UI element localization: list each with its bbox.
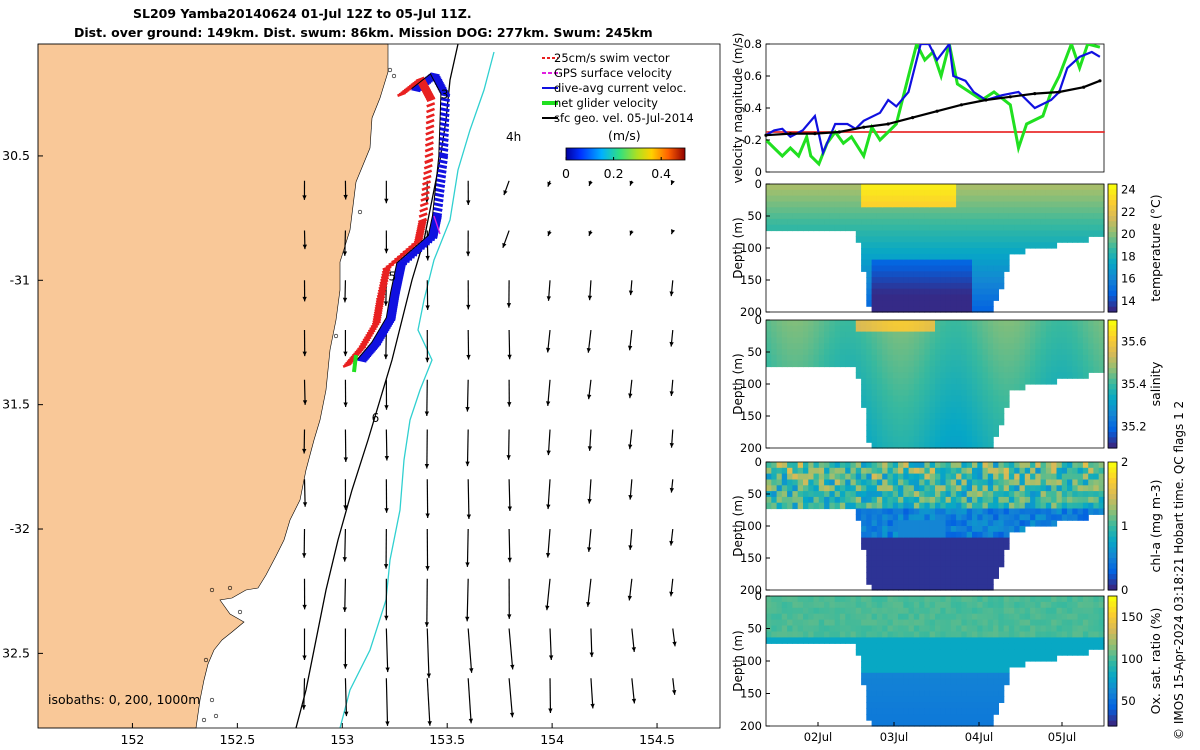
current-vec [441,104,450,106]
legend-entry-2: dive-avg current veloc. [554,81,687,95]
current-vec [439,143,448,145]
legend-entry-1: GPS surface velocity [554,66,672,80]
current-vec [440,134,449,136]
current-vec [435,194,444,196]
map-xtick-label-1: 152.5 [219,732,255,747]
day-label-1: 4h [506,130,521,144]
geo-vector [509,430,510,460]
day-label-0: 3 [441,88,449,102]
geo-vector [345,579,346,612]
colorbar-title: (m/s) [608,128,641,143]
current-vec [434,199,443,201]
map-xtick-label-3: 153.5 [429,732,465,747]
colorbar-tick-label-0: 0 [562,166,570,181]
current-vec [438,165,447,167]
map-xtick-label-2: 153 [330,732,354,747]
current-vec [440,109,449,111]
geo-vector [386,430,387,461]
current-vec [437,170,446,172]
current-vec [439,156,448,158]
geo-vector [509,479,510,511]
map-ytick-label-1: -31 [10,272,30,287]
geo-vector [345,529,346,562]
colorbar-tick-label-1: 0.2 [604,166,624,181]
speed-colorbar [566,148,685,160]
current-vec [437,175,446,177]
map-xtick-label-5: 154.5 [639,732,675,747]
map-ytick-label-0: 30.5 [2,148,30,163]
current-vec [438,161,447,163]
legend-entry-3: net glider velocity [554,96,658,110]
current-vec [434,204,443,206]
current-vec [436,180,445,182]
map-xtick-label-4: 154 [540,732,564,747]
geo-vector [467,529,468,567]
geo-vector [509,529,510,562]
geo-vector [467,380,468,412]
day-label-3: 6 [372,411,380,425]
colorbar-tick-label-2: 0.4 [651,166,671,181]
legend-entry-4: sfc geo. vel. 05-Jul-2014 [554,111,694,125]
current-vec [440,119,449,121]
legend-entry-0: 25cm/s swim vector [554,51,670,65]
current-vec [439,139,448,141]
geo-vector [467,430,468,467]
current-vec [435,189,444,191]
footer-credit: © IMOS 15-Apr-2024 03:18:21 Hobart time.… [1172,401,1186,740]
map-ytick-label-3: -32 [10,521,30,536]
map-xtick-label-0: 152 [121,732,145,747]
current-vec [440,114,449,116]
map-ytick-label-4: 32.5 [2,645,30,660]
current-vec [440,124,449,126]
current-vec [439,148,448,150]
geo-vector [304,678,305,709]
current-vec [433,208,442,210]
net-velocity-mark [354,355,356,372]
current-vec [440,129,449,131]
map-ytick-label-2: 31.5 [2,397,30,412]
geo-vector [468,479,469,519]
current-vec [436,185,445,187]
day-label-2: 5 [388,269,396,283]
isobath-label: isobaths: 0, 200, 1000m [48,692,200,707]
current-vec [358,359,367,361]
